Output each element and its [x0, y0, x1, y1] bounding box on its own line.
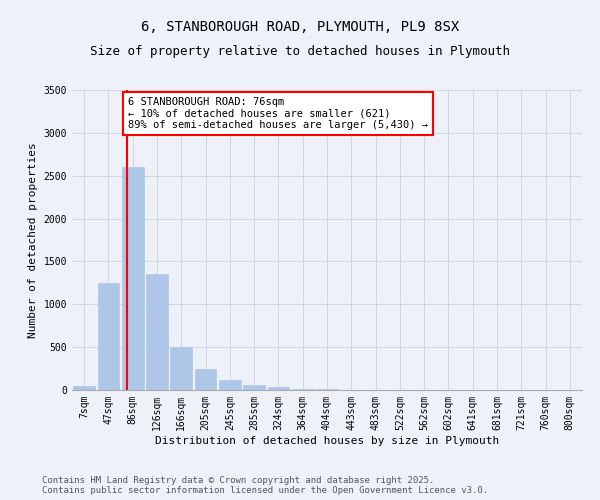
- Bar: [219, 380, 241, 390]
- X-axis label: Distribution of detached houses by size in Plymouth: Distribution of detached houses by size …: [155, 436, 499, 446]
- Text: Contains HM Land Registry data © Crown copyright and database right 2025.
Contai: Contains HM Land Registry data © Crown c…: [42, 476, 488, 495]
- Bar: [122, 167, 143, 390]
- Text: 6 STANBOROUGH ROAD: 76sqm
← 10% of detached houses are smaller (621)
89% of semi: 6 STANBOROUGH ROAD: 76sqm ← 10% of detac…: [128, 97, 428, 130]
- Bar: [194, 368, 217, 390]
- Text: 6, STANBOROUGH ROAD, PLYMOUTH, PL9 8SX: 6, STANBOROUGH ROAD, PLYMOUTH, PL9 8SX: [141, 20, 459, 34]
- Bar: [316, 389, 338, 390]
- Bar: [146, 274, 168, 390]
- Bar: [97, 283, 119, 390]
- Bar: [170, 347, 192, 390]
- Bar: [292, 388, 314, 390]
- Bar: [268, 387, 289, 390]
- Bar: [73, 386, 95, 390]
- Y-axis label: Number of detached properties: Number of detached properties: [28, 142, 38, 338]
- Text: Size of property relative to detached houses in Plymouth: Size of property relative to detached ho…: [90, 45, 510, 58]
- Bar: [243, 386, 265, 390]
